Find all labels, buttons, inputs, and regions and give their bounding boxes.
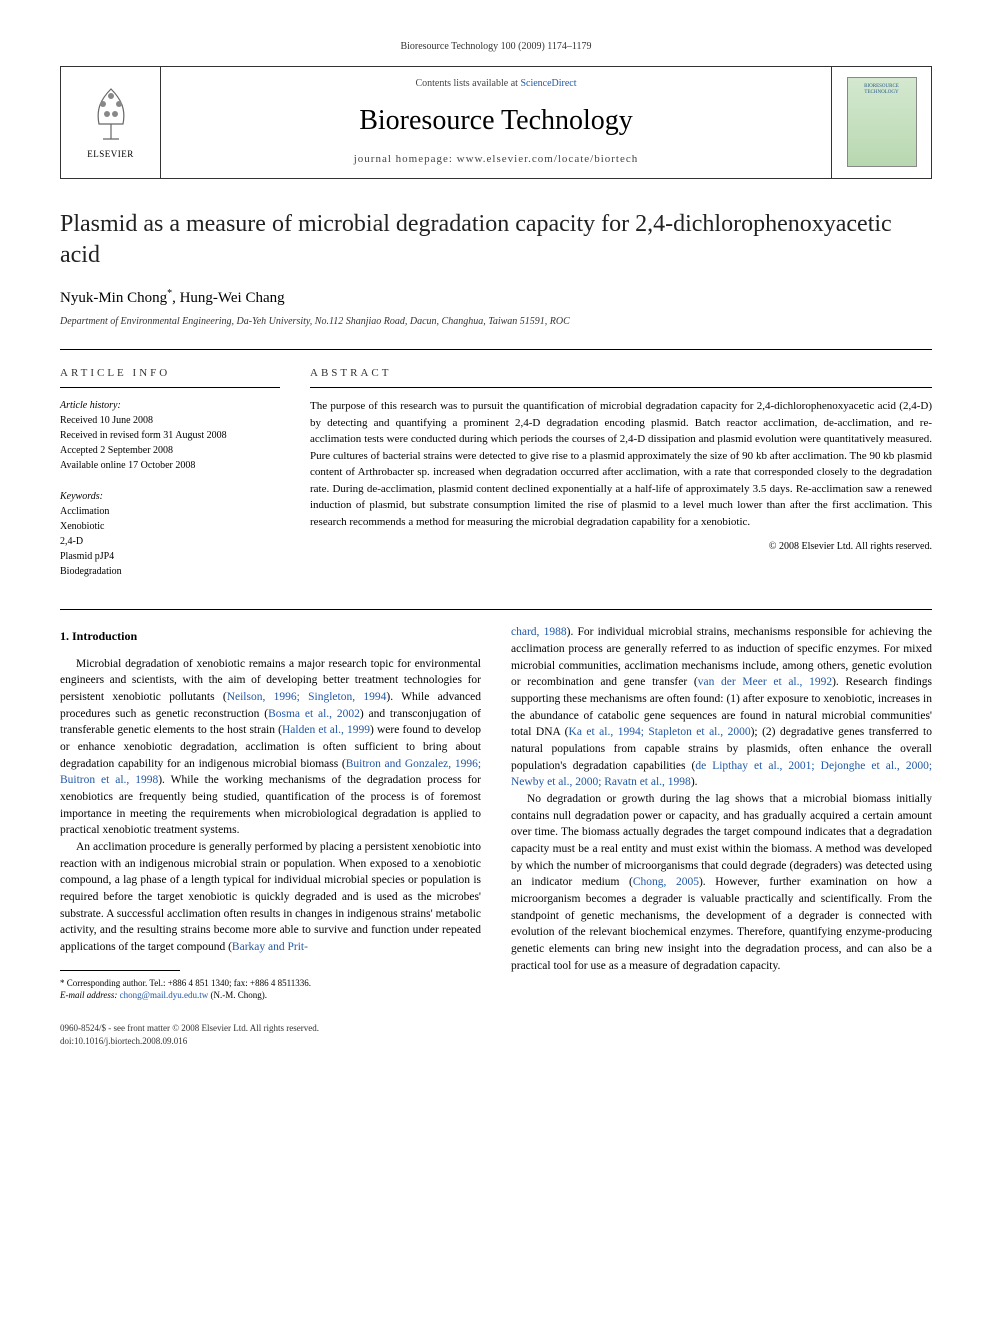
author-email-link[interactable]: chong@mail.dyu.edu.tw [120,990,209,1000]
citation[interactable]: Chong, 2005 [633,876,699,888]
footnote-email-label: E-mail address: [60,990,117,1000]
corresponding-author-footnote: * Corresponding author. Tel.: +886 4 851… [60,977,481,1002]
history-accepted: Accepted 2 September 2008 [60,445,173,456]
divider [60,609,932,610]
page-footer: 0960-8524/$ - see front matter © 2008 El… [60,1022,932,1047]
citation[interactable]: chard, 1988 [511,626,567,638]
citation[interactable]: Ka et al., 1994; Stapleton et al., 2000 [569,726,751,738]
homepage-prefix: journal homepage: [354,153,457,165]
abstract-column: ABSTRACT The purpose of this research wa… [310,350,932,579]
keyword: Xenobiotic [60,521,104,532]
cover-thumbnail-label: BIORESOURCE TECHNOLOGY [852,84,912,95]
masthead-center: Contents lists available at ScienceDirec… [161,67,831,178]
author-1: Nyuk-Min Chong [60,290,167,306]
keywords-label: Keywords: [60,491,103,502]
citation[interactable]: Bosma et al., 2002 [268,708,360,720]
keywords-block: Keywords: Acclimation Xenobiotic 2,4-D P… [60,489,280,579]
abstract-label: ABSTRACT [310,366,932,388]
footer-left: 0960-8524/$ - see front matter © 2008 El… [60,1022,319,1047]
publisher-logo-block: ELSEVIER [61,67,161,178]
contents-prefix: Contents lists available at [415,78,520,89]
footnote-email-attrib: (N.-M. Chong). [210,990,267,1000]
keyword: Biodegradation [60,566,122,577]
keyword: 2,4-D [60,536,83,547]
body-column-right: chard, 1988). For individual microbial s… [511,624,932,1002]
article-info-label: ARTICLE INFO [60,366,280,388]
history-label: Article history: [60,400,121,411]
keyword: Plasmid pJP4 [60,551,114,562]
elsevier-tree-icon [81,84,141,144]
citation[interactable]: Barkay and Prit- [232,941,308,953]
body-column-left: 1. Introduction Microbial degradation of… [60,624,481,1002]
journal-name: Bioresource Technology [359,101,633,140]
body-paragraph: An acclimation procedure is generally pe… [60,839,481,956]
history-received: Received 10 June 2008 [60,415,153,426]
citation[interactable]: Neilson, 1996; Singleton, 1994 [227,691,387,703]
article-title: Plasmid as a measure of microbial degrad… [60,209,932,271]
author-separator: , [172,290,180,306]
journal-masthead: ELSEVIER Contents lists available at Sci… [60,66,932,179]
abstract-text: The purpose of this research was to purs… [310,398,932,530]
body-two-column: 1. Introduction Microbial degradation of… [60,624,932,1002]
article-info-column: ARTICLE INFO Article history: Received 1… [60,350,280,579]
contents-available-line: Contents lists available at ScienceDirec… [415,77,576,91]
citation[interactable]: van der Meer et al., 1992 [698,676,832,688]
body-paragraph: No degradation or growth during the lag … [511,791,932,974]
history-revised: Received in revised form 31 August 2008 [60,430,227,441]
running-head: Bioresource Technology 100 (2009) 1174–1… [60,40,932,54]
author-list: Nyuk-Min Chong*, Hung-Wei Chang [60,287,932,309]
body-paragraph: Microbial degradation of xenobiotic rema… [60,656,481,839]
journal-cover-thumbnail: BIORESOURCE TECHNOLOGY [847,77,917,167]
abstract-copyright: © 2008 Elsevier Ltd. All rights reserved… [310,540,932,554]
publisher-name: ELSEVIER [87,148,134,161]
cover-thumbnail-block: BIORESOURCE TECHNOLOGY [831,67,931,178]
history-online: Available online 17 October 2008 [60,460,195,471]
author-2: Hung-Wei Chang [180,290,285,306]
body-paragraph-continued: chard, 1988). For individual microbial s… [511,624,932,791]
footnote-separator [60,970,180,971]
homepage-url: www.elsevier.com/locate/biortech [457,153,639,165]
affiliation: Department of Environmental Engineering,… [60,315,932,329]
footer-issn-line: 0960-8524/$ - see front matter © 2008 El… [60,1023,319,1033]
footnote-corr-line: * Corresponding author. Tel.: +886 4 851… [60,978,311,988]
article-history-block: Article history: Received 10 June 2008 R… [60,398,280,473]
keyword: Acclimation [60,506,109,517]
citation[interactable]: Halden et al., 1999 [282,724,370,736]
journal-homepage-line: journal homepage: www.elsevier.com/locat… [354,152,639,167]
sciencedirect-link[interactable]: ScienceDirect [520,78,576,89]
footer-doi-line: doi:10.1016/j.biortech.2008.09.016 [60,1036,187,1046]
section-heading-introduction: 1. Introduction [60,628,481,645]
